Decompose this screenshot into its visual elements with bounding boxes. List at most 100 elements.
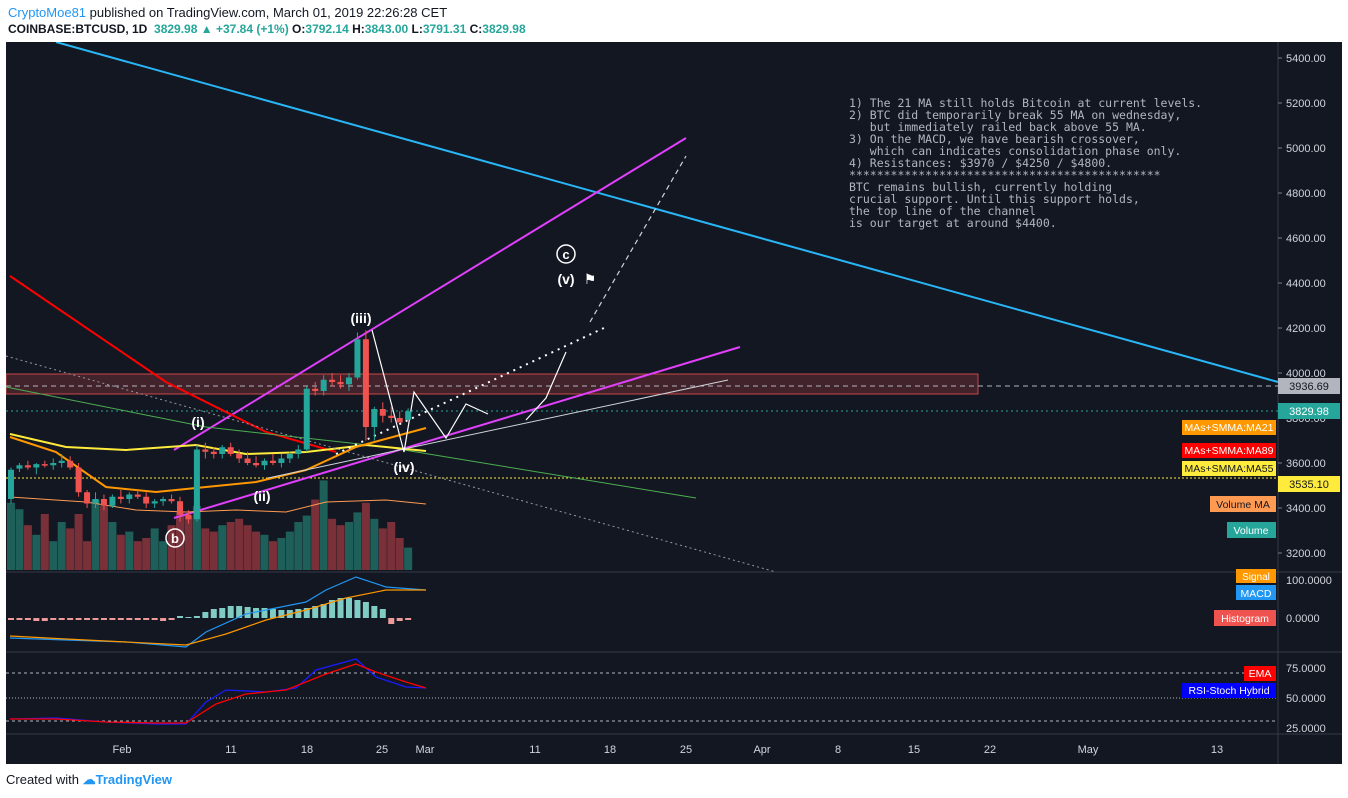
volume-bar	[277, 538, 286, 570]
histogram-bar	[109, 618, 116, 620]
tag-histogram: Histogram	[1214, 610, 1276, 626]
candle-body	[92, 499, 99, 504]
histogram-bar	[24, 618, 31, 620]
candle-body	[219, 447, 226, 454]
low-label: L:	[411, 22, 423, 36]
footer: Created with ☁TradingView	[6, 772, 172, 788]
candle-body	[84, 492, 91, 504]
y-tick-label: 3200.00	[1286, 548, 1326, 560]
long-trendline	[55, 42, 1279, 383]
tag-ma21: MAs+SMMA:MA21	[1182, 420, 1276, 435]
svg-text:MAs+SMMA:MA21: MAs+SMMA:MA21	[1185, 422, 1274, 434]
histogram-bar	[371, 606, 378, 618]
volume-bar	[108, 522, 117, 570]
candle-body	[177, 501, 183, 515]
drawing-overlays	[6, 42, 1279, 573]
volume-bar	[167, 525, 176, 570]
candle-body	[371, 409, 378, 427]
histogram-bar	[151, 618, 158, 620]
svg-text:MAs+SMMA:MA55: MAs+SMMA:MA55	[1185, 463, 1274, 475]
wave-label-iii: (iii)	[351, 310, 372, 326]
candle-body	[303, 388, 310, 450]
tag-resistance: 3936.69	[1278, 378, 1340, 394]
candle-body	[67, 460, 74, 468]
candle-body	[253, 463, 260, 466]
wave-label-v: (v)	[557, 271, 574, 287]
candle-body	[202, 449, 209, 452]
tradingview-logo-icon[interactable]: ☁	[82, 772, 96, 787]
tradingview-brand[interactable]: TradingView	[95, 772, 172, 787]
tag-ma55: MAs+SMMA:MA55	[1182, 461, 1276, 476]
histogram-bar	[58, 618, 65, 620]
volume-bar	[311, 499, 320, 570]
volume-bar	[142, 538, 151, 570]
volume-bar	[7, 502, 15, 570]
volume-bar	[404, 547, 413, 570]
volume-bar	[83, 541, 92, 570]
candlestick-series	[8, 330, 412, 524]
svg-text:Volume MA: Volume MA	[1216, 499, 1270, 511]
time-axis[interactable]: Feb 11 18 25 Mar 11 18 25 Apr 8 15 22 May 13	[113, 744, 1224, 756]
histogram-bar	[405, 618, 412, 620]
tag-volume: Volume	[1227, 522, 1276, 538]
histogram-bar	[295, 609, 302, 618]
symbol-label: COINBASE:BTCUSD, 1D	[8, 22, 148, 36]
histogram-bar	[236, 606, 243, 618]
volume-bar	[336, 525, 345, 570]
x-tick-label: 11	[529, 744, 540, 756]
histogram-bar	[193, 616, 200, 618]
publish-info: published on TradingView.com, March 01, …	[86, 5, 448, 20]
volume-bar	[378, 528, 387, 570]
volume-bar	[370, 518, 379, 570]
dashed-target-path	[589, 155, 687, 323]
y-tick-label: 5000.00	[1286, 143, 1326, 155]
price-chart[interactable]: 5400.00 5200.00 5000.00 4800.00 4600.00 4400.…	[6, 42, 1342, 764]
candle-body	[16, 465, 23, 469]
volume-bar	[125, 531, 134, 570]
histogram-bar	[8, 618, 14, 620]
histogram-bar	[177, 616, 183, 618]
candle-body	[151, 501, 158, 504]
volume-bar	[361, 502, 370, 570]
y-tick-label: 3400.00	[1286, 503, 1326, 515]
candle-body	[58, 460, 65, 463]
volume-bar	[176, 512, 184, 570]
x-tick-label: 8	[835, 744, 841, 756]
volume-bar	[201, 528, 210, 570]
close-label: C:	[469, 22, 483, 36]
x-tick-label: 18	[301, 744, 313, 756]
volume-bar	[395, 538, 404, 570]
note-line: crucial support. Until this support hold…	[849, 192, 1140, 206]
high-label: H:	[352, 22, 365, 36]
tag-macd: MACD	[1236, 585, 1276, 600]
histogram-bar	[312, 606, 319, 618]
volume-bar	[49, 541, 58, 570]
close-value: 3829.98	[482, 22, 526, 36]
svg-text:EMA: EMA	[1249, 668, 1272, 680]
histogram-bar	[253, 608, 260, 618]
y-tick-label: 4200.00	[1286, 323, 1326, 335]
candle-body	[396, 418, 403, 423]
note-line: 3) On the MACD, we have bearish crossove…	[849, 132, 1140, 146]
candle-body	[193, 449, 200, 520]
histogram-bar	[202, 612, 209, 618]
histogram-bar	[278, 610, 285, 618]
svg-text:MACD: MACD	[1241, 588, 1272, 600]
tag-signal: Signal	[1236, 569, 1276, 583]
svg-text:Volume: Volume	[1233, 525, 1268, 537]
svg-text:RSI-Stoch Hybrid: RSI-Stoch Hybrid	[1188, 685, 1269, 697]
author-link[interactable]: CryptoMoe81	[8, 5, 87, 20]
note-line: 4) Resistances: $3970 / $4250 / $4800.	[849, 156, 1112, 170]
histogram-bar	[100, 618, 107, 620]
candle-body	[24, 465, 31, 468]
histogram-bar	[168, 618, 175, 620]
ma89-line	[9, 275, 337, 453]
volume-bar	[302, 515, 311, 570]
price-axis[interactable]: 5400.00 5200.00 5000.00 4800.00 4600.00 4400.…	[1278, 53, 1332, 735]
histogram-bar	[67, 618, 74, 620]
volume-bar	[133, 541, 142, 570]
volume-bar	[91, 499, 100, 570]
wave-path	[371, 329, 489, 453]
histogram-bar	[117, 618, 124, 620]
svg-text:3936.69: 3936.69	[1289, 381, 1329, 393]
